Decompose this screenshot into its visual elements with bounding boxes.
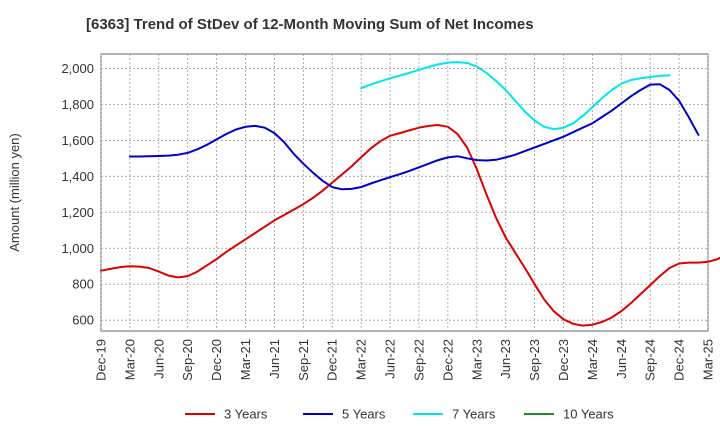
x-tick-label: Dec-20: [209, 339, 224, 381]
legend-item-5-years: 5 Years: [303, 407, 386, 422]
legend-label: 5 Years: [342, 407, 386, 422]
x-tick-label: Dec-23: [556, 339, 571, 381]
series-line-5-years: [128, 83, 700, 191]
x-tick-label: Mar-23: [469, 339, 484, 380]
y-axis-title: Amount (million yen): [7, 133, 22, 252]
x-tick-label: Jun-20: [151, 339, 166, 379]
x-tick-label: Dec-21: [325, 339, 340, 381]
grid-layer: [100, 53, 709, 332]
x-tick-label: Sep-20: [180, 339, 195, 381]
x-tick-label: Mar-21: [238, 339, 253, 380]
legend-label: 3 Years: [224, 407, 268, 422]
y-tick-label: 1,200: [61, 205, 94, 220]
x-tick-label: Dec-19: [94, 339, 109, 381]
legend-item-10-years: 10 Years: [524, 407, 614, 422]
y-tick-label: 1,000: [61, 241, 94, 256]
x-tick-label: Sep-22: [411, 339, 426, 381]
x-tick-label: Sep-24: [643, 339, 658, 381]
x-tick-label: Mar-22: [354, 339, 369, 380]
legend-item-3-years: 3 Years: [185, 407, 268, 422]
y-tick-label: 1,800: [61, 97, 94, 112]
y-tick-label: 800: [72, 277, 94, 292]
x-tick-label: Sep-23: [527, 339, 542, 381]
chart-title: [6363] Trend of StDev of 12-Month Moving…: [86, 16, 534, 33]
y-tick-label: 600: [72, 313, 94, 328]
legend-label: 10 Years: [563, 407, 614, 422]
x-tick-label: Jun-24: [614, 339, 629, 379]
series-line-7-years: [360, 61, 671, 131]
y-tick-label: 1,600: [61, 133, 94, 148]
x-tick-label: Dec-22: [440, 339, 455, 381]
y-tick-label: 2,000: [61, 61, 94, 76]
x-tick-label: Jun-21: [267, 339, 282, 379]
series-layer: [100, 61, 720, 327]
x-tick-label: Sep-21: [296, 339, 311, 381]
x-tick-label: Jun-22: [383, 339, 398, 379]
axis-layer: 600 800 1,000 1,200 1,400 1,600 1,800 2,000 Dec-…: [7, 61, 716, 381]
legend-item-7-years: 7 Years: [413, 407, 496, 422]
plot-frame: [100, 53, 709, 332]
x-tick-label: Mar-25: [701, 339, 716, 380]
series-line-3-years: [100, 124, 720, 327]
x-tick-label: Dec-24: [672, 339, 687, 381]
legend-layer: 3 Years 5 Years 7 Years 10 Years: [185, 407, 614, 422]
x-tick-label: Mar-20: [122, 339, 137, 380]
legend-label: 7 Years: [452, 407, 496, 422]
x-tick-label: Jun-23: [498, 339, 513, 379]
x-tick-label: Mar-24: [585, 339, 600, 380]
y-tick-label: 1,400: [61, 169, 94, 184]
